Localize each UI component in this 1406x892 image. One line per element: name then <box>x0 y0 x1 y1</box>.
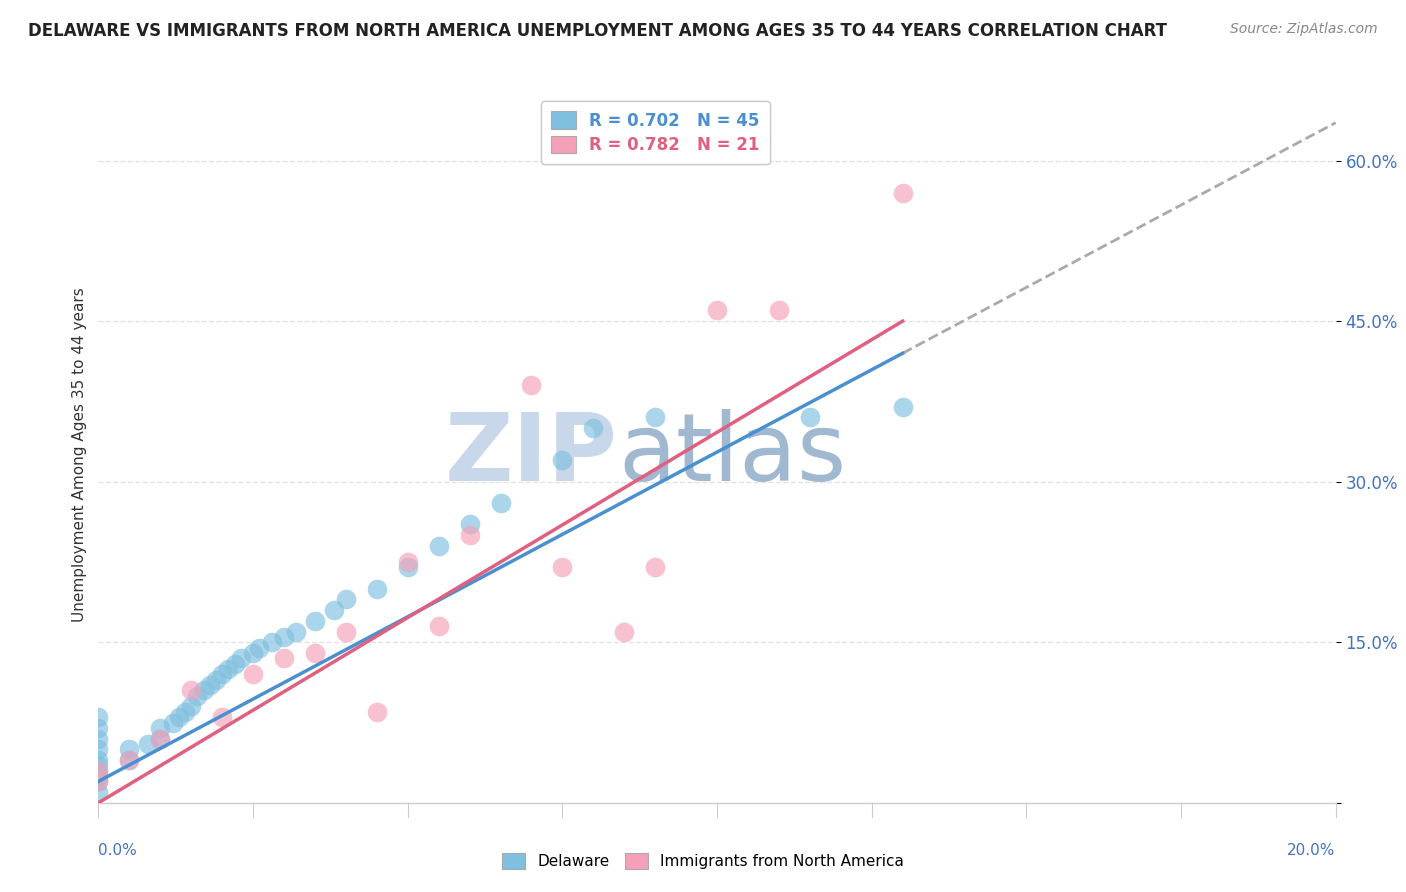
Point <box>87 774 110 789</box>
Y-axis label: Unemployment Among Ages 35 to 44 years: Unemployment Among Ages 35 to 44 years <box>72 287 87 623</box>
Point <box>87 721 110 735</box>
Point <box>205 673 228 687</box>
Text: 20.0%: 20.0% <box>1288 843 1336 858</box>
Point <box>242 667 264 681</box>
Point <box>149 731 172 746</box>
Point <box>167 710 190 724</box>
Text: 0.0%: 0.0% <box>98 843 138 858</box>
Point <box>427 539 450 553</box>
Text: atlas: atlas <box>619 409 846 501</box>
Point <box>87 764 110 778</box>
Point <box>87 774 110 789</box>
Point <box>260 635 283 649</box>
Point <box>644 560 666 574</box>
Point <box>304 614 326 628</box>
Point <box>211 667 233 681</box>
Point <box>87 785 110 799</box>
Point <box>229 651 252 665</box>
Point <box>217 662 239 676</box>
Point <box>118 742 141 756</box>
Point <box>149 721 172 735</box>
Point <box>87 753 110 767</box>
Point <box>136 737 159 751</box>
Text: ZIP: ZIP <box>446 409 619 501</box>
Point <box>285 624 308 639</box>
Point <box>458 528 481 542</box>
Point <box>768 303 790 318</box>
Legend: R = 0.702   N = 45, R = 0.782   N = 21: R = 0.702 N = 45, R = 0.782 N = 21 <box>541 102 769 164</box>
Point <box>273 651 295 665</box>
Text: DELAWARE VS IMMIGRANTS FROM NORTH AMERICA UNEMPLOYMENT AMONG AGES 35 TO 44 YEARS: DELAWARE VS IMMIGRANTS FROM NORTH AMERIC… <box>28 22 1167 40</box>
Point <box>87 731 110 746</box>
Point <box>891 186 914 200</box>
Point <box>366 705 388 719</box>
Point <box>242 646 264 660</box>
Point <box>87 764 110 778</box>
Point <box>87 758 110 772</box>
Point <box>644 410 666 425</box>
Point <box>551 560 574 574</box>
Point <box>149 731 172 746</box>
Point <box>180 699 202 714</box>
Point <box>396 555 419 569</box>
Point <box>891 400 914 414</box>
Point <box>551 453 574 467</box>
Point <box>335 592 357 607</box>
Point <box>613 624 636 639</box>
Legend: Delaware, Immigrants from North America: Delaware, Immigrants from North America <box>496 847 910 875</box>
Point <box>396 560 419 574</box>
Point <box>247 640 270 655</box>
Point <box>427 619 450 633</box>
Point <box>322 603 344 617</box>
Point <box>273 630 295 644</box>
Point <box>87 742 110 756</box>
Point <box>489 496 512 510</box>
Point <box>118 753 141 767</box>
Point <box>224 657 246 671</box>
Point <box>582 421 605 435</box>
Point <box>520 378 543 392</box>
Point <box>87 710 110 724</box>
Point <box>193 683 215 698</box>
Point <box>198 678 221 692</box>
Point <box>706 303 728 318</box>
Point <box>180 683 202 698</box>
Point <box>304 646 326 660</box>
Point <box>458 517 481 532</box>
Point <box>118 753 141 767</box>
Point <box>799 410 821 425</box>
Point <box>366 582 388 596</box>
Point <box>87 769 110 783</box>
Text: Source: ZipAtlas.com: Source: ZipAtlas.com <box>1230 22 1378 37</box>
Point <box>174 705 197 719</box>
Point <box>211 710 233 724</box>
Point <box>186 689 208 703</box>
Point <box>335 624 357 639</box>
Point <box>162 715 184 730</box>
